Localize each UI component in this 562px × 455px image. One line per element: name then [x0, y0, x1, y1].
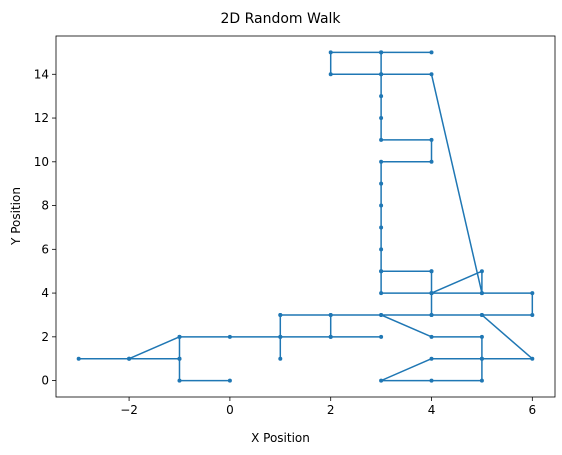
data-point: [379, 137, 384, 142]
y-tick-label: 4: [41, 286, 49, 300]
data-point: [479, 378, 484, 383]
y-tick-label: 2: [41, 330, 49, 344]
y-tick-label: 6: [41, 242, 49, 256]
x-tick-label: 4: [428, 403, 436, 417]
x-tick-label: −2: [120, 403, 138, 417]
data-point: [227, 334, 232, 339]
y-axis-label: Y Position: [9, 187, 23, 246]
data-point: [177, 378, 182, 383]
data-point: [429, 334, 434, 339]
data-point: [429, 312, 434, 317]
x-tick-label: 0: [226, 403, 234, 417]
data-point: [177, 334, 182, 339]
x-tick-label: 6: [528, 403, 536, 417]
y-tick-label: 14: [34, 67, 49, 81]
data-point: [379, 269, 384, 274]
data-point: [76, 356, 81, 361]
data-point: [429, 356, 434, 361]
data-point: [379, 50, 384, 55]
data-point: [479, 312, 484, 317]
data-point: [328, 72, 333, 77]
data-point: [379, 159, 384, 164]
y-tick-label: 8: [41, 199, 49, 213]
data-point: [479, 269, 484, 274]
data-point: [429, 291, 434, 296]
data-point: [328, 50, 333, 55]
data-point: [177, 356, 182, 361]
plot-frame: [55, 35, 556, 398]
data-point: [429, 72, 434, 77]
series-line: [77, 51, 534, 382]
data-point: [379, 291, 384, 296]
axis-ticks: −2 0 2 4 6 0 2 4 6 8 10 12 14: [34, 67, 536, 417]
chart-title: 2D Random Walk: [220, 11, 341, 27]
data-point: [379, 94, 384, 99]
data-point: [479, 291, 484, 296]
data-point: [379, 378, 384, 383]
data-point: [328, 312, 333, 317]
plot-area: [76, 50, 535, 383]
data-point: [479, 356, 484, 361]
data-point: [379, 334, 384, 339]
data-point: [379, 203, 384, 208]
data-point: [429, 137, 434, 142]
data-point: [379, 72, 384, 77]
data-point: [379, 116, 384, 121]
data-point: [479, 334, 484, 339]
data-point: [278, 356, 283, 361]
data-point: [429, 50, 434, 55]
y-tick-label: 12: [34, 111, 49, 125]
y-tick-label: 10: [34, 155, 49, 169]
data-point: [530, 291, 535, 296]
data-point: [379, 225, 384, 230]
x-axis-label: X Position: [251, 431, 310, 445]
data-point: [379, 312, 384, 317]
data-point: [429, 159, 434, 164]
data-point: [530, 356, 535, 361]
data-point: [278, 334, 283, 339]
x-tick-label: 2: [327, 403, 335, 417]
data-point: [278, 312, 283, 317]
data-point: [379, 181, 384, 186]
data-point: [429, 378, 434, 383]
data-point: [530, 312, 535, 317]
data-point: [429, 269, 434, 274]
data-point: [227, 378, 232, 383]
data-point: [379, 247, 384, 252]
data-point: [328, 334, 333, 339]
y-tick-label: 0: [41, 374, 49, 388]
data-point: [127, 356, 132, 361]
